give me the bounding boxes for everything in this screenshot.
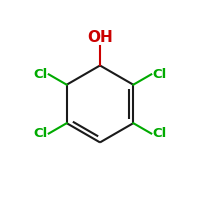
Text: Cl: Cl bbox=[152, 127, 166, 140]
Text: Cl: Cl bbox=[152, 68, 166, 81]
Text: Cl: Cl bbox=[34, 127, 48, 140]
Text: Cl: Cl bbox=[34, 68, 48, 81]
Text: OH: OH bbox=[87, 30, 113, 45]
